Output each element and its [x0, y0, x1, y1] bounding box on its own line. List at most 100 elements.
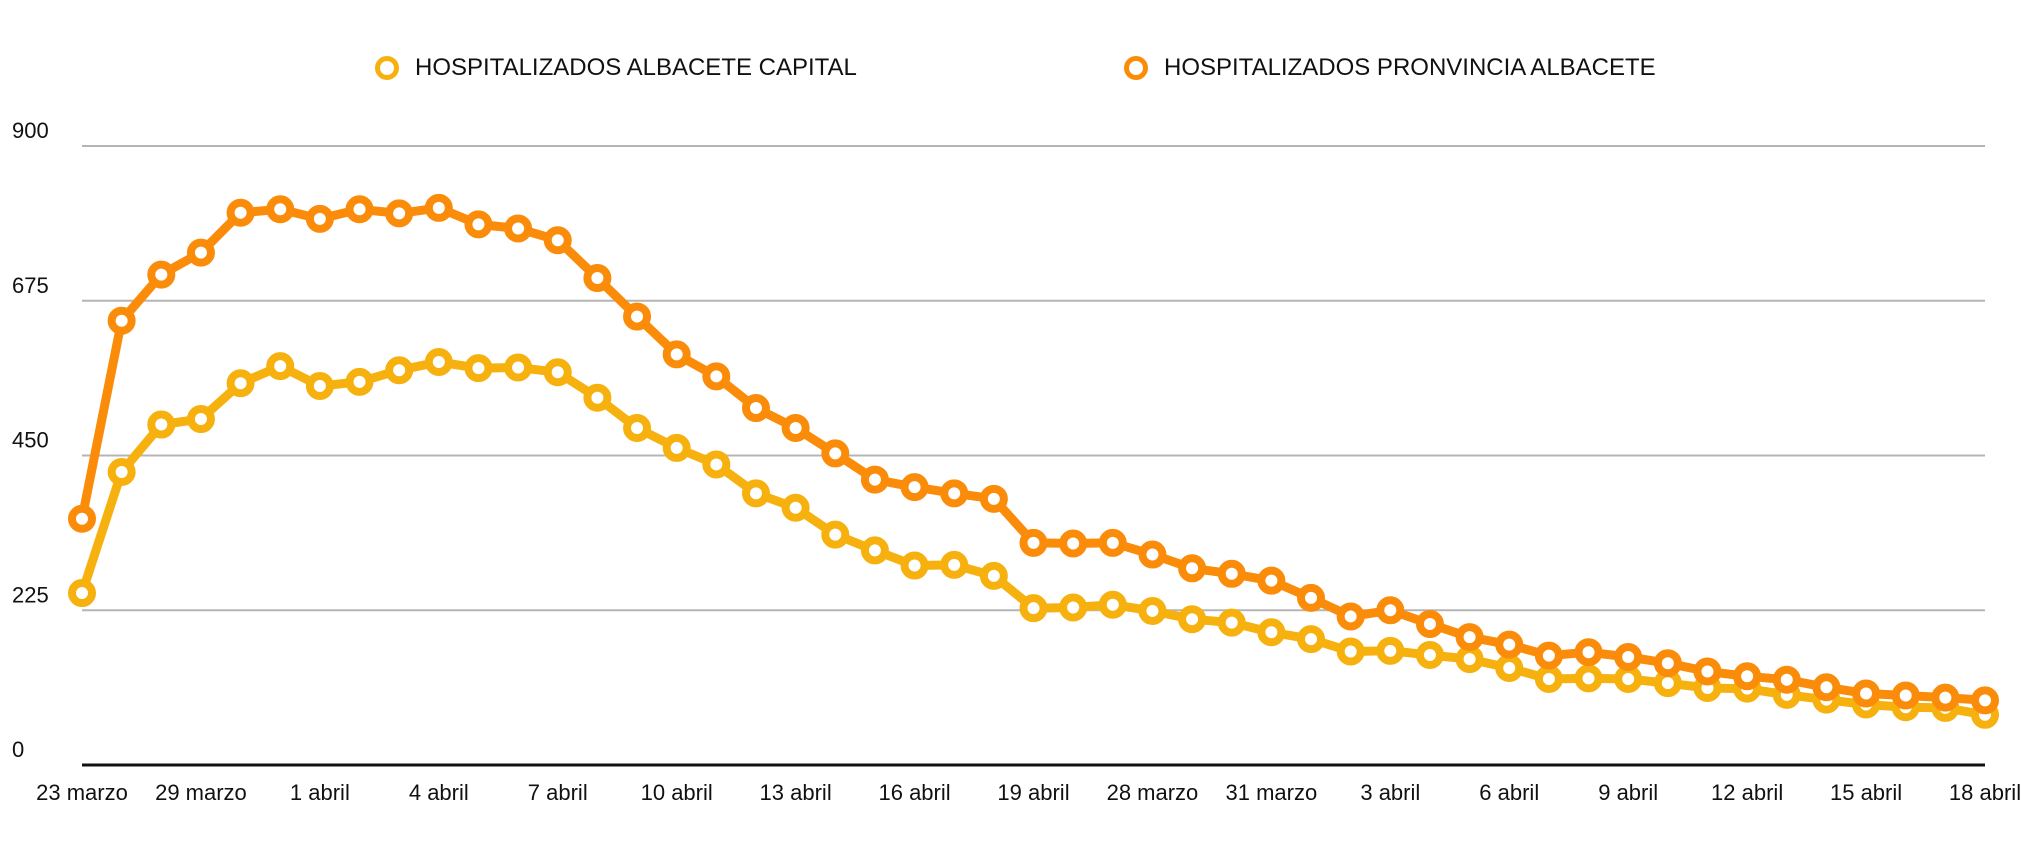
series-line [77, 203, 1990, 705]
x-tick-label: 4 abril [409, 780, 469, 805]
data-point [1812, 673, 1841, 702]
data-point [1614, 665, 1643, 694]
data-point [504, 353, 533, 382]
series-1 [68, 193, 1999, 715]
y-tick-label: 0 [12, 737, 24, 762]
legend-label-provincia: HOSPITALIZADOS PRONVINCIA ALBACETE [1164, 54, 1656, 81]
data-point [662, 340, 691, 369]
x-tick-label: 23 marzo [36, 780, 128, 805]
data-point [1257, 618, 1286, 647]
data-point [345, 195, 374, 224]
data-point [464, 354, 493, 383]
data-point [662, 433, 691, 462]
data-point [186, 405, 215, 434]
data-point [1336, 602, 1365, 631]
data-point [1098, 528, 1127, 557]
data-point [1614, 643, 1643, 672]
data-point [1138, 540, 1167, 569]
data-point [1455, 623, 1484, 652]
data-point [860, 465, 889, 494]
data-point [1653, 649, 1682, 678]
x-tick-label: 10 abril [641, 780, 713, 805]
x-tick-label: 18 abril [1949, 780, 2021, 805]
data-point [1534, 641, 1563, 670]
data-point [1217, 559, 1246, 588]
x-tick-label: 12 abril [1711, 780, 1783, 805]
data-point [821, 520, 850, 549]
data-point [1138, 596, 1167, 625]
x-tick-label: 28 marzo [1107, 780, 1199, 805]
data-point [1772, 665, 1801, 694]
x-tick-label: 6 abril [1479, 780, 1539, 805]
x-tick-label: 15 abril [1830, 780, 1902, 805]
data-point [305, 204, 334, 233]
data-point [1733, 662, 1762, 691]
x-tick-label: 9 abril [1598, 780, 1658, 805]
y-axis-ticks: 0 225 450 675 900 [12, 118, 49, 762]
data-point [979, 484, 1008, 513]
data-point [186, 238, 215, 267]
grid-lines [82, 145, 1985, 612]
data-point [1376, 596, 1405, 625]
data-point [1415, 610, 1444, 639]
data-point [979, 561, 1008, 590]
data-point [702, 362, 731, 391]
data-point [1891, 681, 1920, 710]
data-point [1415, 640, 1444, 669]
data-point [940, 479, 969, 508]
x-tick-label: 29 marzo [155, 780, 247, 805]
data-point [1297, 625, 1326, 654]
data-point [1971, 686, 1999, 715]
x-axis-ticks: 23 marzo 29 marzo 1 abril 4 abril 7 abril 10 … [36, 780, 2021, 805]
data-point [900, 551, 929, 580]
data-point [68, 504, 96, 533]
data-point [1217, 608, 1246, 637]
x-tick-label: 1 abril [290, 780, 350, 805]
y-tick-label: 900 [12, 118, 49, 143]
series-group [68, 193, 1999, 729]
legend-marker-capital [375, 56, 399, 80]
series-0 [68, 347, 1999, 729]
data-point [1931, 683, 1960, 712]
data-point [1495, 630, 1524, 659]
data-point [107, 306, 136, 335]
x-tick-label: 13 abril [760, 780, 832, 805]
data-point [68, 579, 96, 608]
x-tick-label: 16 abril [878, 780, 950, 805]
data-point [1178, 605, 1207, 634]
data-point [504, 214, 533, 243]
data-point [781, 493, 810, 522]
data-point [226, 369, 255, 398]
data-point [1019, 528, 1048, 557]
data-point [1098, 590, 1127, 619]
data-point [543, 226, 572, 255]
data-point [305, 372, 334, 401]
x-tick-label: 7 abril [528, 780, 588, 805]
x-tick-label: 3 abril [1360, 780, 1420, 805]
data-point [900, 473, 929, 502]
data-point [226, 198, 255, 227]
y-tick-label: 450 [12, 428, 49, 453]
data-point [583, 264, 612, 293]
legend-item-provincia: HOSPITALIZADOS PRONVINCIA ALBACETE [1124, 50, 1656, 86]
data-point [147, 410, 176, 439]
data-point [1455, 645, 1484, 674]
data-point [266, 352, 295, 381]
legend-item-capital: HOSPITALIZADOS ALBACETE CAPITAL [375, 50, 857, 86]
x-tick-label: 19 abril [997, 780, 1069, 805]
legend-marker-provincia [1124, 56, 1148, 80]
data-point [1059, 529, 1088, 558]
data-point [1178, 554, 1207, 583]
data-point [266, 195, 295, 224]
data-point [940, 550, 969, 579]
data-point [623, 302, 652, 331]
data-point [385, 356, 414, 385]
data-point [1257, 566, 1286, 595]
legend-label-capital: HOSPITALIZADOS ALBACETE CAPITAL [415, 54, 857, 81]
data-point [107, 458, 136, 487]
x-tick-label: 31 marzo [1226, 780, 1318, 805]
data-point [1852, 679, 1881, 708]
data-point [702, 450, 731, 479]
data-point [464, 210, 493, 239]
